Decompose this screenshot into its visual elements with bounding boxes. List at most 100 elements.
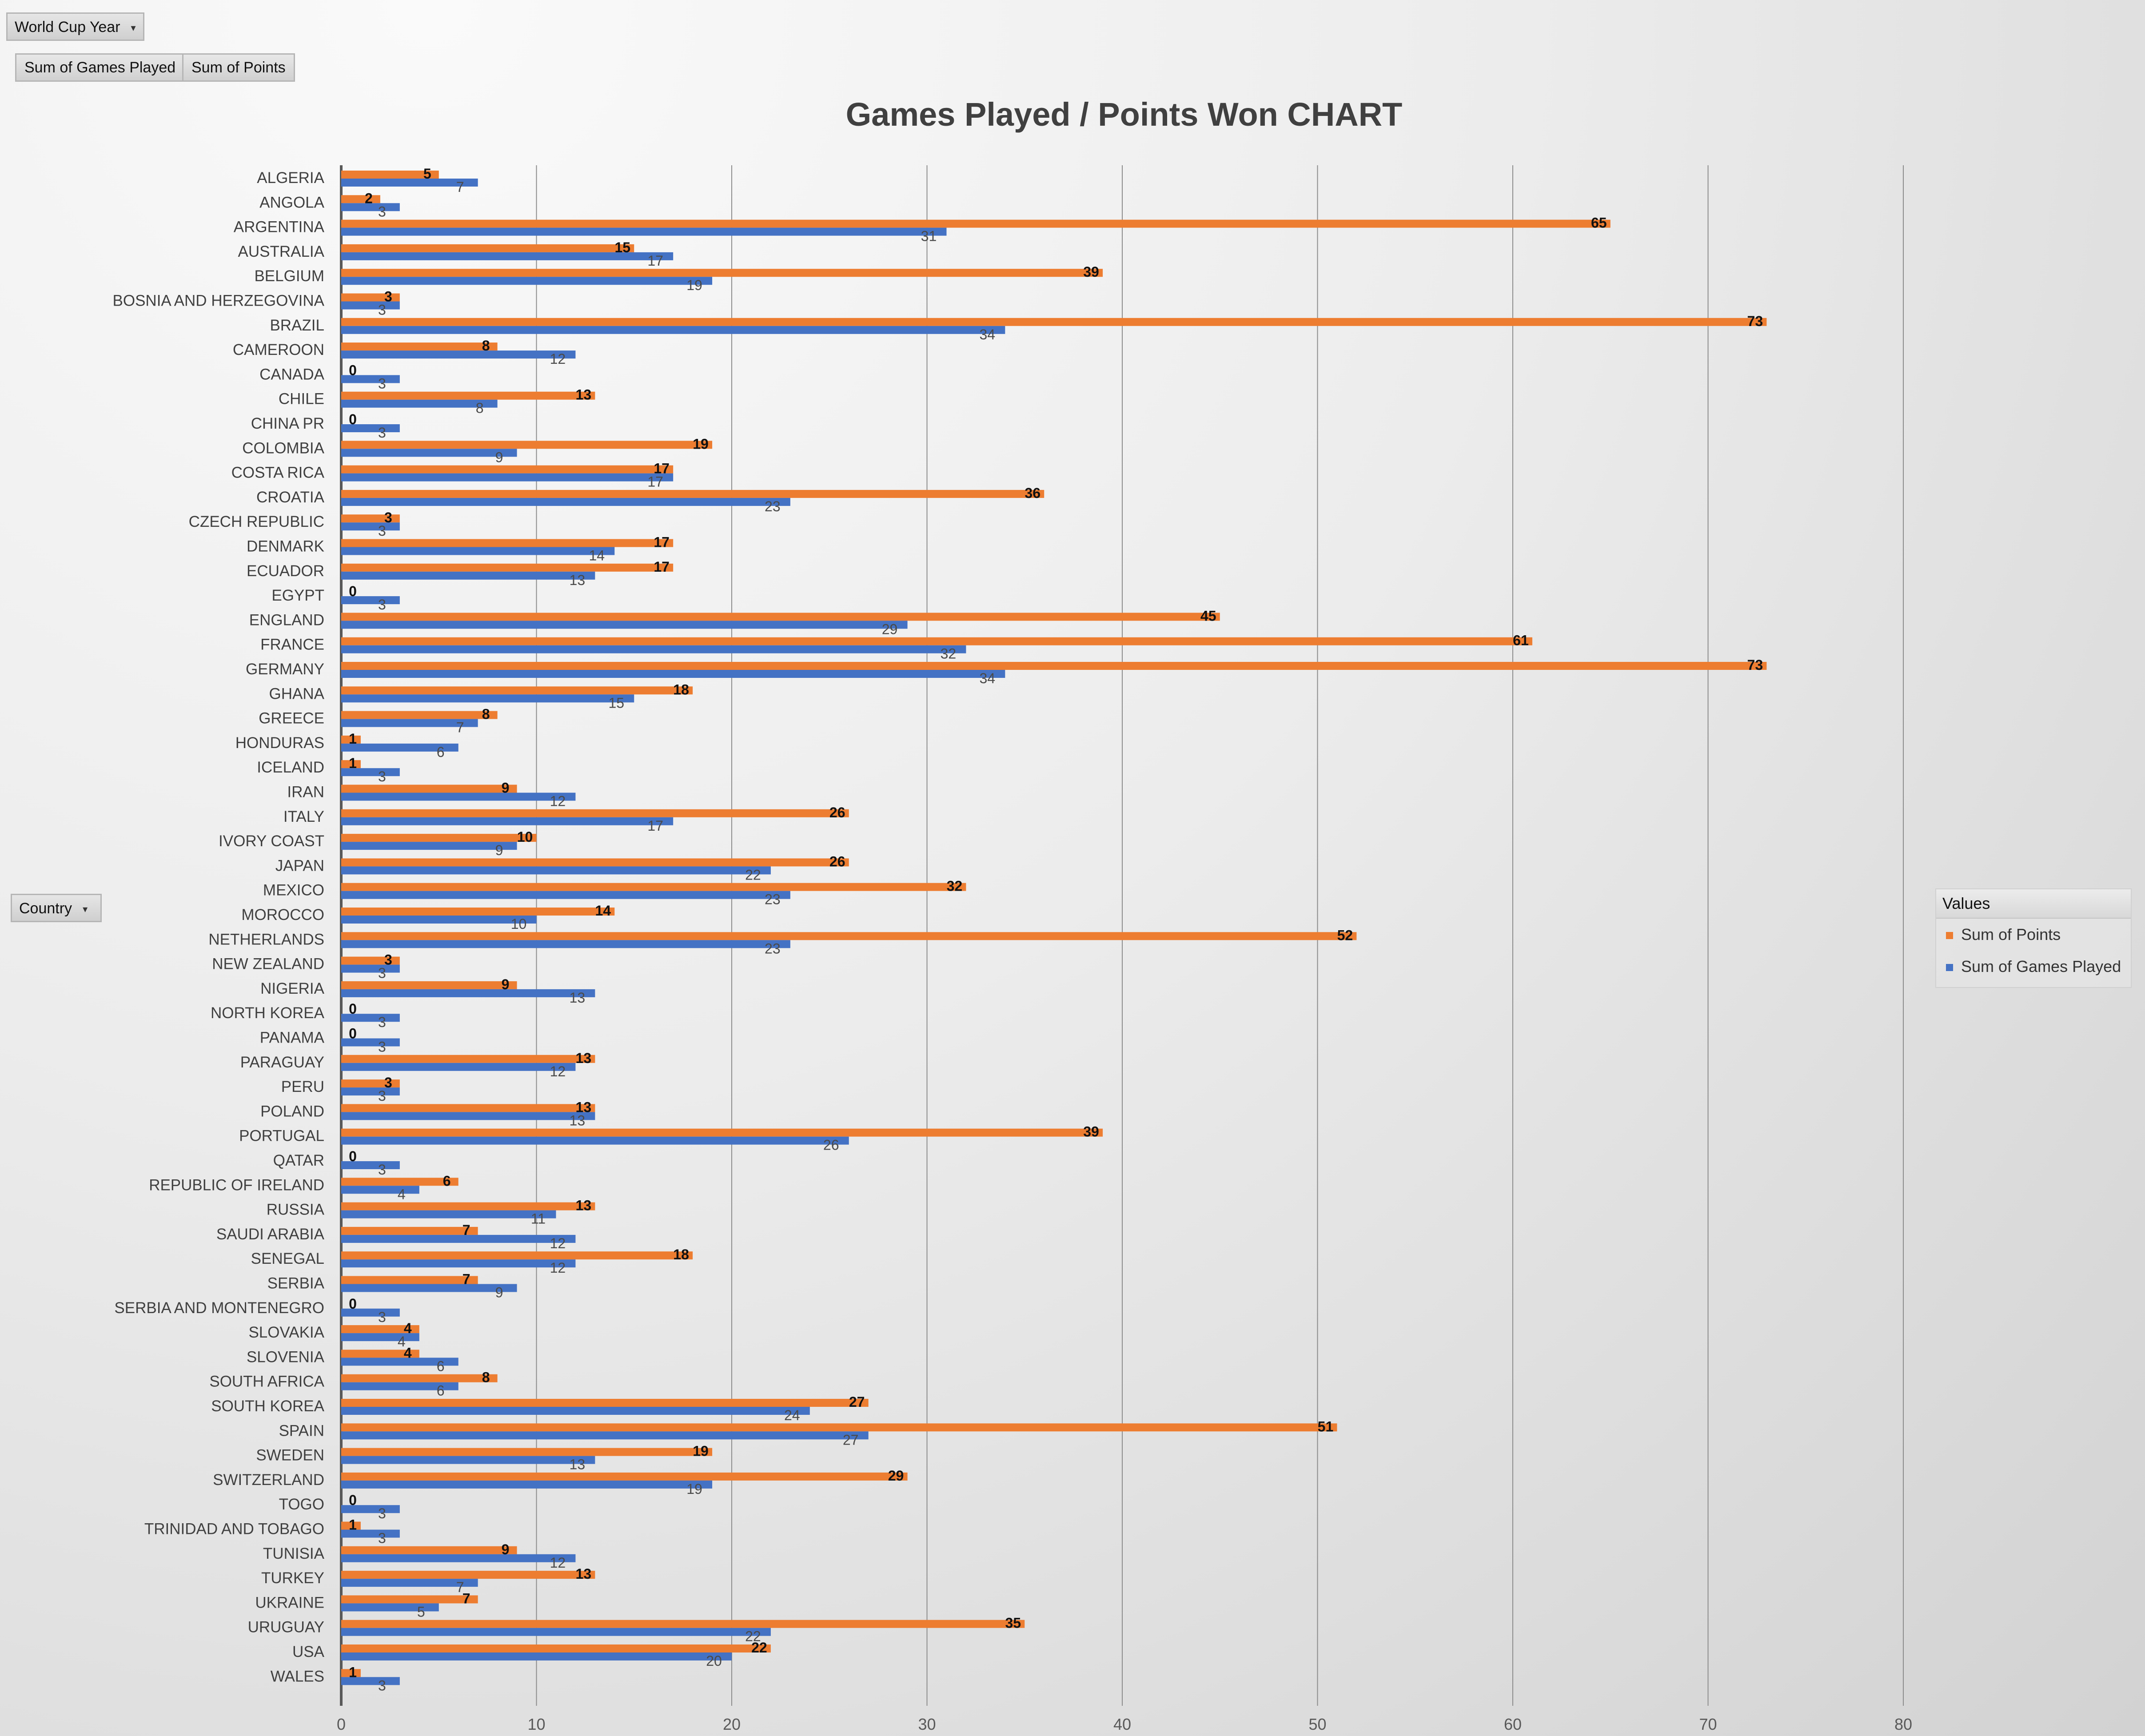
category-label: HONDURAS (235, 734, 324, 752)
category-label: NETHERLANDS (208, 931, 324, 948)
data-label-points: 15 (614, 239, 630, 255)
data-label-games: 9 (495, 842, 503, 858)
bar-games (341, 792, 576, 801)
bar-points (341, 1571, 595, 1579)
category-label: IVORY COAST (219, 832, 324, 850)
data-label-games: 12 (550, 351, 566, 367)
data-label-points: 27 (849, 1394, 865, 1410)
data-label-points: 7 (462, 1590, 470, 1606)
world-cup-year-filter[interactable]: World Cup Year ▾ (6, 12, 144, 41)
bar-games (341, 547, 615, 555)
data-label-points: 13 (576, 387, 592, 403)
world-cup-year-label: World Cup Year (15, 19, 120, 36)
data-label-points: 8 (482, 706, 490, 722)
data-label-games: 24 (784, 1407, 800, 1423)
category-label: BRAZIL (270, 317, 324, 334)
data-label-points: 22 (751, 1640, 767, 1656)
category-label: SWITZERLAND (213, 1471, 324, 1489)
category-label: SAUDI ARABIA (216, 1226, 325, 1243)
bar-games (341, 522, 400, 531)
category-label: JAPAN (275, 857, 324, 874)
bar-games (341, 1234, 576, 1243)
bar-points (341, 1226, 478, 1235)
data-label-points: 18 (673, 1246, 689, 1262)
data-label-games: 19 (686, 1481, 702, 1497)
data-label-points: 19 (693, 436, 709, 452)
category-label: PARAGUAY (240, 1054, 324, 1071)
category-label: UKRAINE (255, 1594, 324, 1611)
bar-points (341, 1079, 400, 1088)
data-label-games: 17 (647, 474, 663, 490)
category-label: PANAMA (260, 1029, 325, 1047)
bar-games (341, 326, 1005, 334)
category-label: WALES (271, 1668, 324, 1685)
data-label-games: 29 (882, 621, 898, 637)
data-label-games: 32 (941, 646, 957, 662)
data-label-games: 31 (921, 228, 937, 244)
data-label-points: 13 (576, 1099, 592, 1115)
data-label-games: 15 (608, 695, 624, 711)
bar-points (341, 1595, 478, 1604)
category-label: CROATIA (256, 489, 325, 506)
x-tick-label: 40 (1113, 1715, 1131, 1733)
value-field-points[interactable]: Sum of Points (182, 53, 295, 82)
data-label-games: 6 (437, 1358, 445, 1374)
data-label-points: 5 (423, 166, 431, 182)
category-label: COLOMBIA (242, 439, 324, 457)
bar-points (341, 441, 713, 449)
data-label-points: 9 (502, 780, 510, 796)
bar-games (341, 1112, 595, 1120)
bar-points (341, 1128, 1103, 1137)
category-label: AUSTRALIA (238, 243, 325, 260)
data-label-points: 0 (349, 362, 357, 378)
category-label: ICELAND (257, 759, 324, 776)
category-label: CANADA (259, 366, 325, 383)
data-label-points: 17 (654, 534, 670, 550)
data-label-points: 26 (829, 804, 845, 820)
category-label: SLOVENIA (247, 1348, 325, 1366)
legend-label-points: Sum of Points (1961, 925, 2061, 944)
bar-points (341, 1644, 771, 1652)
data-label-points: 45 (1200, 608, 1216, 624)
data-label-games: 3 (378, 425, 386, 441)
bar-points (341, 1448, 713, 1456)
category-label: RUSSIA (267, 1201, 325, 1218)
legend-swatch-games (1946, 964, 1953, 971)
data-label-games: 4 (398, 1186, 406, 1202)
data-label-games: 3 (378, 523, 386, 539)
country-row-field[interactable]: Country ▾ (11, 894, 102, 922)
data-label-points: 19 (693, 1443, 709, 1459)
bar-points (341, 1546, 517, 1554)
data-label-points: 52 (1337, 927, 1353, 943)
bar-games (341, 1603, 439, 1612)
data-label-games: 13 (570, 990, 586, 1006)
data-label-games: 12 (550, 1555, 566, 1571)
bar-points (341, 1202, 595, 1210)
category-label: ECUADOR (247, 562, 324, 580)
category-label: SERBIA AND MONTENEGRO (114, 1299, 324, 1317)
bar-games (341, 252, 674, 260)
category-label: REPUBLIC OF IRELAND (149, 1176, 324, 1194)
bar-points (341, 1521, 361, 1530)
data-label-games: 7 (456, 179, 464, 195)
data-label-points: 29 (888, 1468, 904, 1484)
bar-games (341, 940, 790, 948)
bar-games (341, 1529, 400, 1538)
bar-games (341, 1259, 576, 1268)
bar-points (341, 219, 1611, 228)
bar-games (341, 203, 400, 211)
data-label-games: 3 (378, 302, 386, 318)
bar-games (341, 1407, 810, 1415)
category-label: ARGENTINA (234, 219, 325, 236)
category-label: TOGO (279, 1496, 324, 1513)
data-label-points: 3 (384, 952, 392, 968)
data-label-games: 23 (765, 940, 781, 956)
data-label-points: 14 (595, 903, 611, 919)
x-tick-label: 60 (1504, 1715, 1522, 1733)
data-label-points: 3 (384, 510, 392, 526)
bar-games (341, 1161, 400, 1169)
category-label: GHANA (269, 685, 325, 702)
data-label-games: 12 (550, 1235, 566, 1251)
data-label-games: 27 (843, 1432, 859, 1448)
